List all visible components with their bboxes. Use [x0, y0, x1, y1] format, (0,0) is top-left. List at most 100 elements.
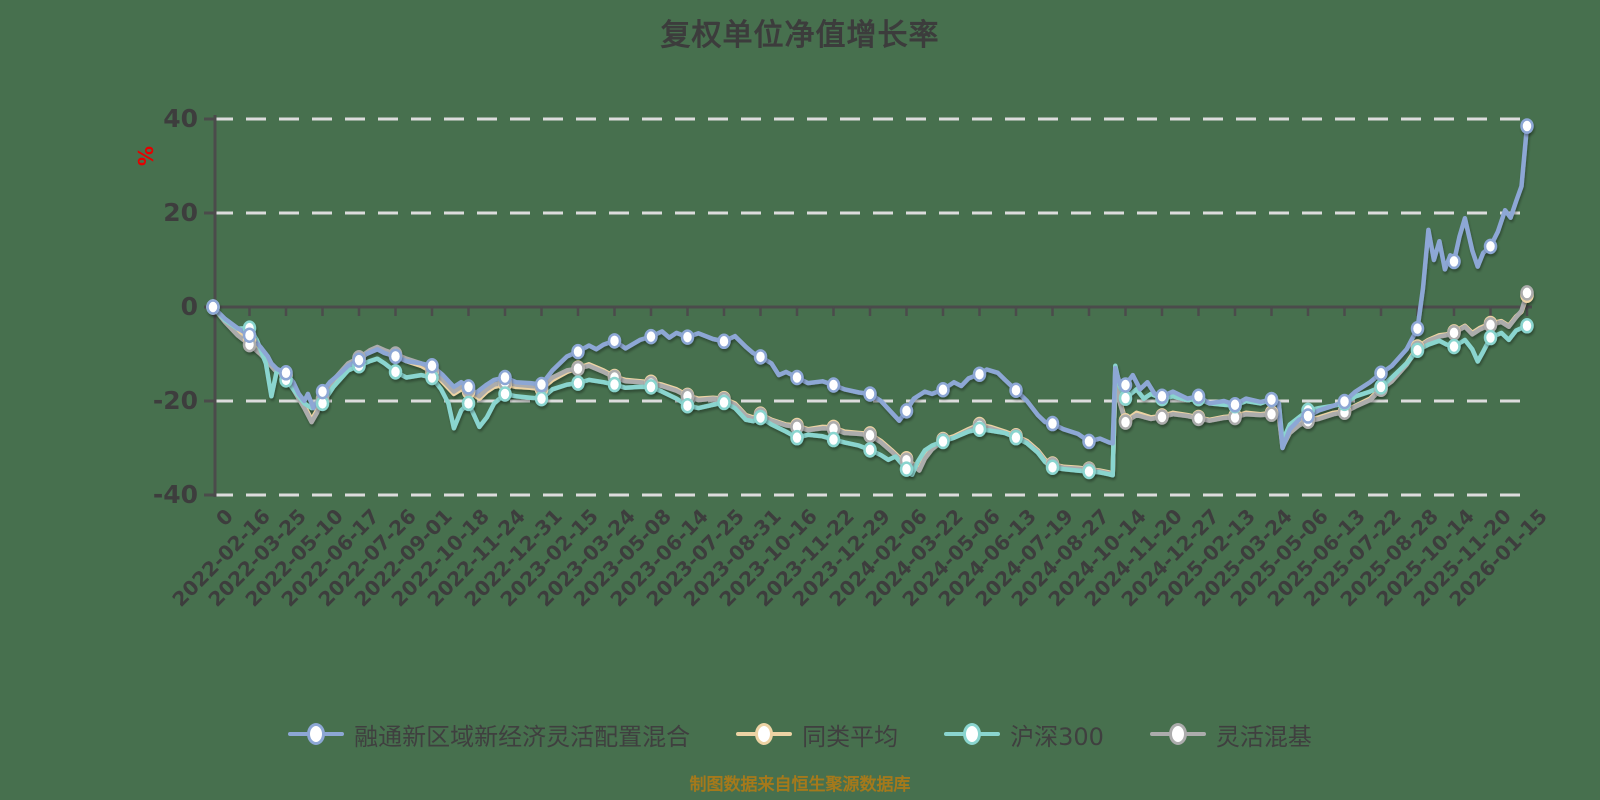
data-source-caption: 制图数据来自恒生聚源数据库 [689, 775, 911, 795]
data-point-marker [315, 383, 330, 400]
data-point-marker [1447, 325, 1461, 341]
data-point-marker [1301, 408, 1315, 424]
legend-marker-icon [944, 720, 1001, 748]
data-point-marker [571, 360, 585, 377]
legend-marker-icon [736, 720, 793, 748]
y-tick-label: 20 [163, 198, 198, 227]
data-point-marker [1191, 410, 1206, 427]
data-point-marker [1009, 382, 1023, 398]
data-point-marker [388, 348, 403, 365]
data-point-marker [534, 376, 549, 393]
legend-marker-icon [1149, 720, 1206, 748]
data-point-marker [1483, 317, 1498, 333]
data-point-marker [1410, 342, 1425, 358]
data-point-marker [607, 376, 622, 393]
data-point-marker [1191, 388, 1206, 405]
data-point-marker [1374, 365, 1388, 382]
legend-marker-icon [288, 720, 345, 748]
data-point-marker [899, 461, 914, 477]
data-point-marker [279, 365, 293, 381]
data-point-marker [753, 409, 768, 426]
data-point-marker [571, 343, 585, 360]
data-point-marker [863, 442, 877, 458]
data-point-marker [972, 421, 987, 437]
data-point-marker [717, 394, 731, 411]
legend-dot-icon [755, 723, 774, 745]
data-point-marker [936, 381, 950, 398]
data-point-marker [1337, 393, 1352, 410]
series-markers [206, 118, 1534, 480]
data-point-marker [1045, 459, 1060, 476]
data-point-marker [644, 328, 658, 345]
data-point-marker [1520, 318, 1534, 334]
data-point-marker [644, 379, 658, 395]
chart-title: 复权单位净值增长率 [660, 18, 940, 53]
data-point-marker [753, 349, 768, 365]
data-point-marker [863, 386, 877, 402]
data-point-marker [498, 369, 512, 386]
legend-dot-icon [307, 723, 326, 745]
data-point-marker [425, 358, 439, 374]
data-point-marker [461, 379, 476, 395]
data-point-marker [1118, 377, 1133, 393]
data-point-marker [1118, 414, 1133, 430]
legend-label: 灵活混基 [1215, 722, 1312, 751]
y-tick-label: 0 [180, 292, 198, 321]
data-point-marker [534, 390, 549, 407]
data-point-marker [1155, 388, 1169, 405]
data-point-marker [206, 299, 220, 315]
data-point-marker [1374, 379, 1388, 395]
data-point-marker [1520, 118, 1534, 134]
data-point-marker [1082, 433, 1096, 450]
y-tick-label: -20 [152, 386, 198, 415]
data-point-marker [1520, 285, 1534, 301]
data-point-marker [1155, 409, 1169, 425]
series-lines [210, 123, 1530, 478]
data-point-marker [1045, 415, 1060, 432]
legend-dot-icon [963, 723, 982, 745]
data-point-marker [571, 375, 585, 391]
data-point-marker [826, 377, 841, 393]
data-point-marker [1447, 338, 1461, 355]
data-point-marker [936, 433, 950, 450]
data-point-marker [461, 395, 476, 412]
y-tick-label: -40 [152, 480, 198, 509]
data-point-marker [388, 364, 403, 380]
data-point-marker [899, 403, 914, 419]
data-point-marker [680, 329, 695, 345]
line-series-2 [210, 304, 1530, 478]
legend-item-2[interactable]: 沪深300 [944, 717, 1104, 752]
data-point-marker [1447, 253, 1461, 270]
data-point-marker [790, 429, 804, 446]
data-point-marker [1483, 329, 1498, 346]
data-point-marker [972, 366, 987, 382]
legend-dot-icon [1168, 723, 1187, 745]
data-point-marker [607, 333, 622, 349]
legend-item-1[interactable]: 同类平均 [736, 717, 898, 752]
data-point-marker [1082, 463, 1096, 480]
data-point-marker [1483, 238, 1498, 255]
data-point-marker [863, 427, 877, 444]
data-point-marker [1118, 390, 1133, 406]
data-point-marker [1009, 429, 1023, 446]
data-point-marker [826, 431, 841, 448]
y-tick-label: 40 [163, 104, 198, 133]
data-point-marker [1410, 320, 1425, 337]
legend: 融通新区域新经济灵活配置混合 同类平均 沪深300 灵活混基 [0, 706, 1600, 762]
legend-item-3[interactable]: 灵活混基 [1149, 717, 1312, 752]
legend-item-0[interactable]: 融通新区域新经济灵活配置混合 [288, 717, 690, 752]
data-point-marker [790, 369, 804, 386]
data-point-marker [498, 386, 512, 402]
legend-label: 同类平均 [802, 722, 899, 751]
data-point-marker [680, 397, 695, 414]
legend-label: 融通新区域新经济灵活配置混合 [354, 722, 691, 751]
data-point-marker [717, 333, 731, 350]
data-point-marker [1264, 391, 1279, 408]
legend-label: 沪深300 [1010, 722, 1104, 751]
data-point-marker [352, 352, 366, 368]
data-point-marker [1228, 397, 1242, 413]
data-point-marker [1264, 406, 1279, 422]
data-point-marker [242, 327, 257, 343]
